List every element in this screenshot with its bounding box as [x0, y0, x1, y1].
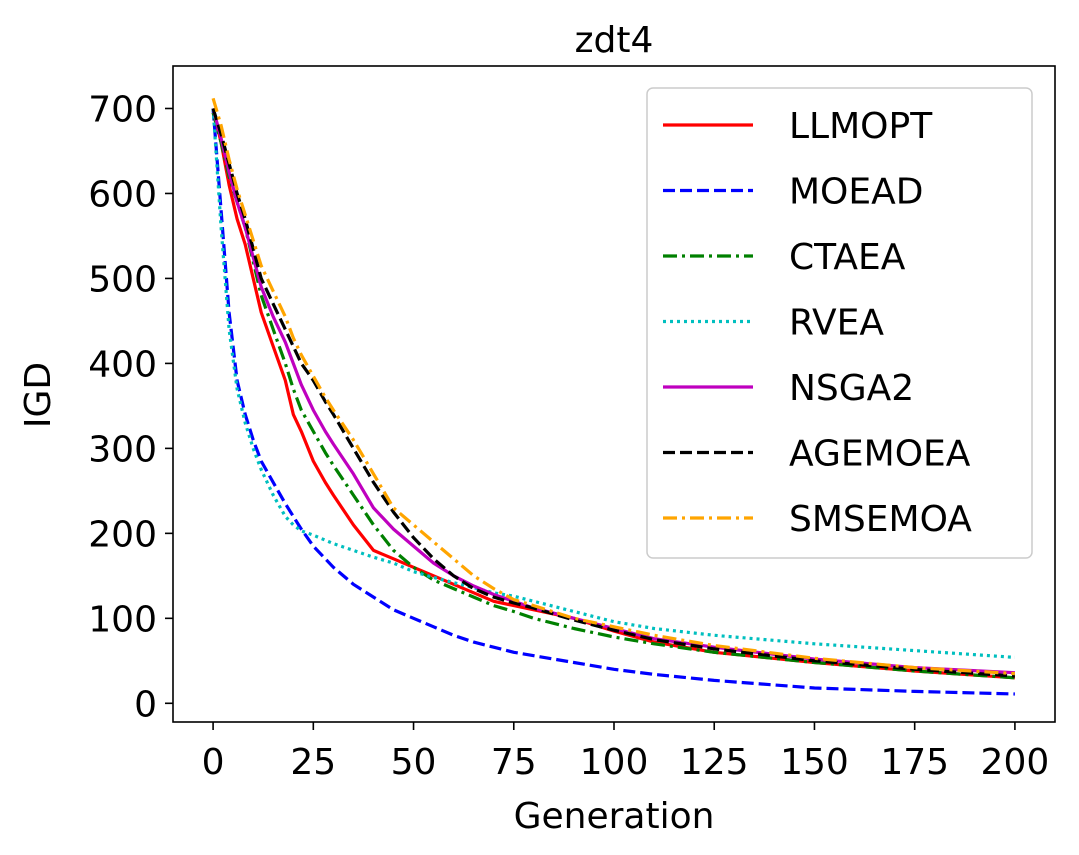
x-tick-label: 150 [780, 742, 849, 783]
x-axis: 0 25 50 75 100 125 150 175 200 [202, 722, 1050, 783]
y-tick-label: 700 [88, 89, 157, 130]
legend-label-smsemoa: SMSEMOA [789, 499, 972, 540]
legend-label-rvea: RVEA [789, 303, 884, 344]
legend-label-ctaea: CTAEA [789, 237, 906, 278]
series-line-nsga2 [211, 108, 1015, 675]
legend-label-agemoea: AGEMOEA [789, 434, 971, 475]
y-tick-label: 500 [88, 259, 157, 300]
x-tick-label: 25 [290, 742, 336, 783]
y-tick-label: 400 [88, 344, 157, 385]
y-tick-label: 100 [88, 599, 157, 640]
legend-label-llmopt: LLMOPT [789, 106, 933, 147]
x-tick-label: 125 [680, 742, 749, 783]
x-axis-label: Generation [514, 796, 715, 837]
y-tick-label: 600 [88, 174, 157, 215]
y-tick-label: 300 [88, 429, 157, 470]
series-layer [211, 97, 1016, 696]
series-line-rvea [211, 108, 1016, 659]
y-axis-label: IGD [18, 362, 59, 428]
legend-label-moead: MOEAD [789, 172, 924, 213]
chart-title: zdt4 [575, 20, 654, 61]
series-line-moead [211, 108, 1015, 696]
y-axis: 0 100 200 300 400 500 600 700 [88, 89, 173, 725]
legend-box [646, 87, 1033, 559]
x-tick-label: 200 [981, 742, 1050, 783]
y-tick-label: 0 [134, 684, 157, 725]
y-tick-label: 200 [88, 514, 157, 555]
series-line-smsemoa [211, 97, 1015, 676]
series-line-agemoea [211, 108, 1016, 678]
x-tick-label: 50 [391, 742, 437, 783]
legend-label-nsga2: NSGA2 [789, 368, 914, 409]
x-tick-label: 100 [580, 742, 649, 783]
x-tick-label: 0 [202, 742, 225, 783]
x-tick-label: 175 [880, 742, 949, 783]
x-tick-label: 75 [491, 742, 537, 783]
legend: LLMOPT MOEAD CTAEA RVEA NSGA2 AGEMOEA SMSEMOA [646, 87, 1033, 559]
